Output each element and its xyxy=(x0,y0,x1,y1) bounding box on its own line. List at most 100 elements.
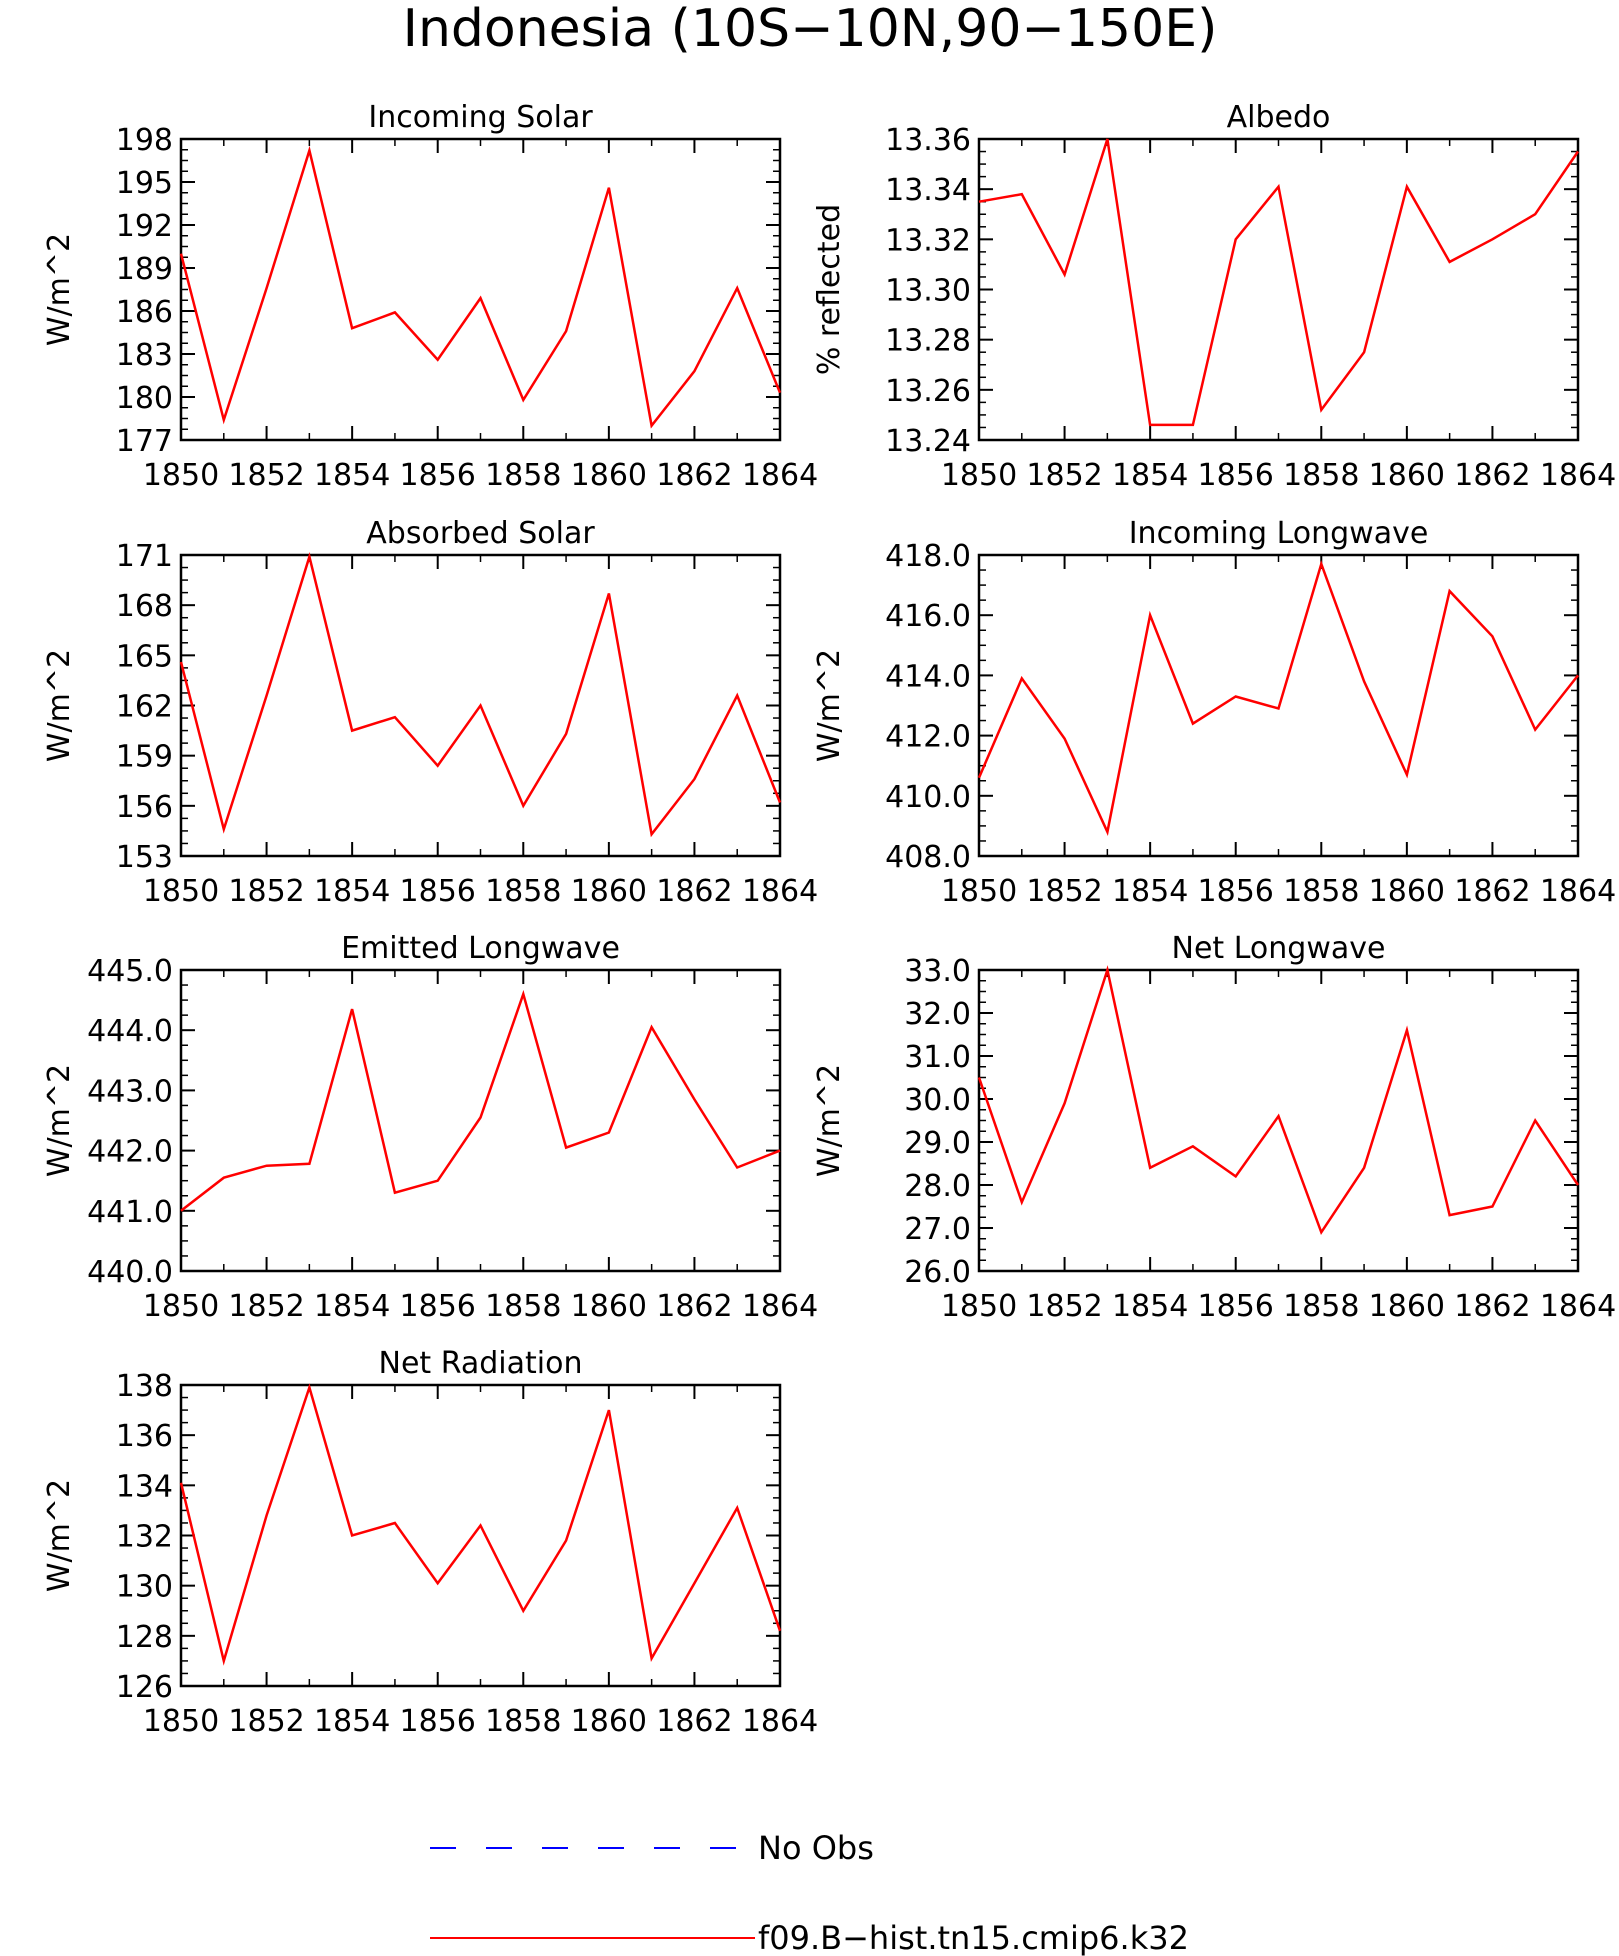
x-tick-label: 1856 xyxy=(400,874,476,909)
x-tick-label: 1862 xyxy=(1454,458,1530,493)
panel-title: Net Longwave xyxy=(1172,931,1386,966)
series-line xyxy=(179,1383,782,1666)
y-tick-label: 26.0 xyxy=(904,1255,971,1290)
panels: 1850 1852 1854 1856 1858 1860 1862 1864 177 180 18… xyxy=(42,100,1616,1739)
y-tick-label: 165 xyxy=(116,639,173,674)
y-tick-label: 192 xyxy=(116,209,173,244)
panel-title: Incoming Solar xyxy=(368,100,593,135)
legend: No Obs f09.B−hist.tn15.cmip6.k32 xyxy=(430,1829,1189,1956)
panel-3: 1850 1852 1854 1856 1858 1860 1862 1864 408.0 410… xyxy=(812,516,1616,909)
y-tick-label: 134 xyxy=(116,1469,173,1504)
x-tick-label: 1860 xyxy=(571,874,647,909)
x-tick-label: 1860 xyxy=(571,458,647,493)
x-tick-label: 1856 xyxy=(1198,458,1274,493)
panel-5: 1850 1852 1854 1856 1858 1860 1862 1864 26.0 27.0… xyxy=(812,931,1616,1324)
y-tick-label: 198 xyxy=(116,123,173,158)
x-tick-label: 1854 xyxy=(314,1704,390,1739)
x-tick-label: 1850 xyxy=(941,874,1017,909)
x-tick-label: 1860 xyxy=(1369,874,1445,909)
plot-frame xyxy=(179,137,782,442)
x-tick-label: 1862 xyxy=(656,458,732,493)
panel-0: 1850 1852 1854 1856 1858 1860 1862 1864 177 180 18… xyxy=(42,100,818,493)
series-line xyxy=(977,560,1579,836)
x-tick-label: 1858 xyxy=(485,874,561,909)
x-tick-label: 1854 xyxy=(1112,874,1188,909)
x-tick-label: 1856 xyxy=(1198,874,1274,909)
y-tick-label: 183 xyxy=(116,338,173,373)
y-tick-label: 195 xyxy=(116,166,173,201)
x-tick-label: 1856 xyxy=(400,458,476,493)
y-axis-label: W/m^2 xyxy=(812,649,847,762)
x-tick-label: 1858 xyxy=(485,1704,561,1739)
panel-title: Emitted Longwave xyxy=(341,931,620,966)
plot-frame xyxy=(179,968,782,1273)
panel-title: Absorbed Solar xyxy=(366,516,595,551)
y-tick-label: 180 xyxy=(116,381,173,416)
y-tick-label: 189 xyxy=(116,252,173,287)
y-tick-label: 412.0 xyxy=(885,720,971,755)
x-tick-label: 1852 xyxy=(228,874,304,909)
y-tick-label: 128 xyxy=(116,1620,173,1655)
x-tick-label: 1862 xyxy=(1454,1289,1530,1324)
x-tick-label: 1858 xyxy=(485,458,561,493)
y-tick-label: 408.0 xyxy=(885,840,971,875)
figure-title: Indonesia (10S−10N,90−150E) xyxy=(403,0,1218,59)
x-tick-label: 1850 xyxy=(941,458,1017,493)
y-tick-label: 171 xyxy=(116,539,173,574)
y-tick-label: 13.36 xyxy=(885,123,971,158)
y-tick-label: 153 xyxy=(116,840,173,875)
y-tick-label: 27.0 xyxy=(904,1212,971,1247)
y-tick-label: 443.0 xyxy=(87,1074,173,1109)
panel-1: 1850 1852 1854 1856 1858 1860 1862 1864 13.24 13.… xyxy=(812,100,1616,493)
y-tick-label: 32.0 xyxy=(904,997,971,1032)
x-tick-label: 1852 xyxy=(1026,874,1102,909)
y-tick-label: 186 xyxy=(116,295,173,330)
y-tick-label: 28.0 xyxy=(904,1169,971,1204)
x-tick-label: 1864 xyxy=(1540,1289,1616,1324)
panel-title: Incoming Longwave xyxy=(1129,516,1429,551)
y-tick-label: 410.0 xyxy=(885,780,971,815)
panel-2: 1850 1852 1854 1856 1858 1860 1862 1864 153 156 15… xyxy=(42,516,818,909)
y-tick-label: 177 xyxy=(116,424,173,459)
y-tick-label: 444.0 xyxy=(87,1014,173,1049)
x-tick-label: 1854 xyxy=(314,1289,390,1324)
y-tick-label: 440.0 xyxy=(87,1255,173,1290)
y-tick-label: 13.28 xyxy=(885,324,971,359)
series-line xyxy=(179,552,782,838)
x-tick-label: 1860 xyxy=(571,1289,647,1324)
x-tick-label: 1864 xyxy=(1540,874,1616,909)
y-tick-label: 445.0 xyxy=(87,954,173,989)
x-tick-label: 1852 xyxy=(228,1289,304,1324)
y-tick-label: 156 xyxy=(116,790,173,825)
y-tick-label: 138 xyxy=(116,1369,173,1404)
plot-frame xyxy=(977,137,1580,442)
x-tick-label: 1862 xyxy=(656,874,732,909)
x-tick-label: 1864 xyxy=(742,458,818,493)
y-tick-label: 416.0 xyxy=(885,599,971,634)
legend-model-label: f09.B−hist.tn15.cmip6.k32 xyxy=(758,1919,1189,1956)
panel-title: Albedo xyxy=(1227,100,1331,135)
x-tick-label: 1864 xyxy=(742,1704,818,1739)
y-tick-label: 33.0 xyxy=(904,954,971,989)
panel-4: 1850 1852 1854 1856 1858 1860 1862 1864 440.0 441… xyxy=(42,931,818,1324)
x-tick-label: 1854 xyxy=(1112,458,1188,493)
x-tick-label: 1856 xyxy=(400,1704,476,1739)
plot-frame xyxy=(977,968,1580,1273)
y-tick-label: 130 xyxy=(116,1570,173,1605)
x-tick-label: 1862 xyxy=(656,1289,732,1324)
x-tick-label: 1856 xyxy=(1198,1289,1274,1324)
y-tick-label: 442.0 xyxy=(87,1135,173,1170)
y-tick-label: 30.0 xyxy=(904,1083,971,1118)
y-axis-label: % reflected xyxy=(812,204,847,375)
x-tick-label: 1852 xyxy=(1026,1289,1102,1324)
plot-frame xyxy=(179,1383,782,1688)
panel-title: Net Radiation xyxy=(379,1346,583,1381)
y-tick-label: 13.24 xyxy=(885,424,971,459)
x-tick-label: 1852 xyxy=(228,458,304,493)
y-axis-label: W/m^2 xyxy=(42,233,77,346)
y-tick-label: 418.0 xyxy=(885,539,971,574)
x-tick-label: 1864 xyxy=(742,874,818,909)
y-tick-label: 162 xyxy=(116,690,173,725)
x-tick-label: 1850 xyxy=(143,1289,219,1324)
